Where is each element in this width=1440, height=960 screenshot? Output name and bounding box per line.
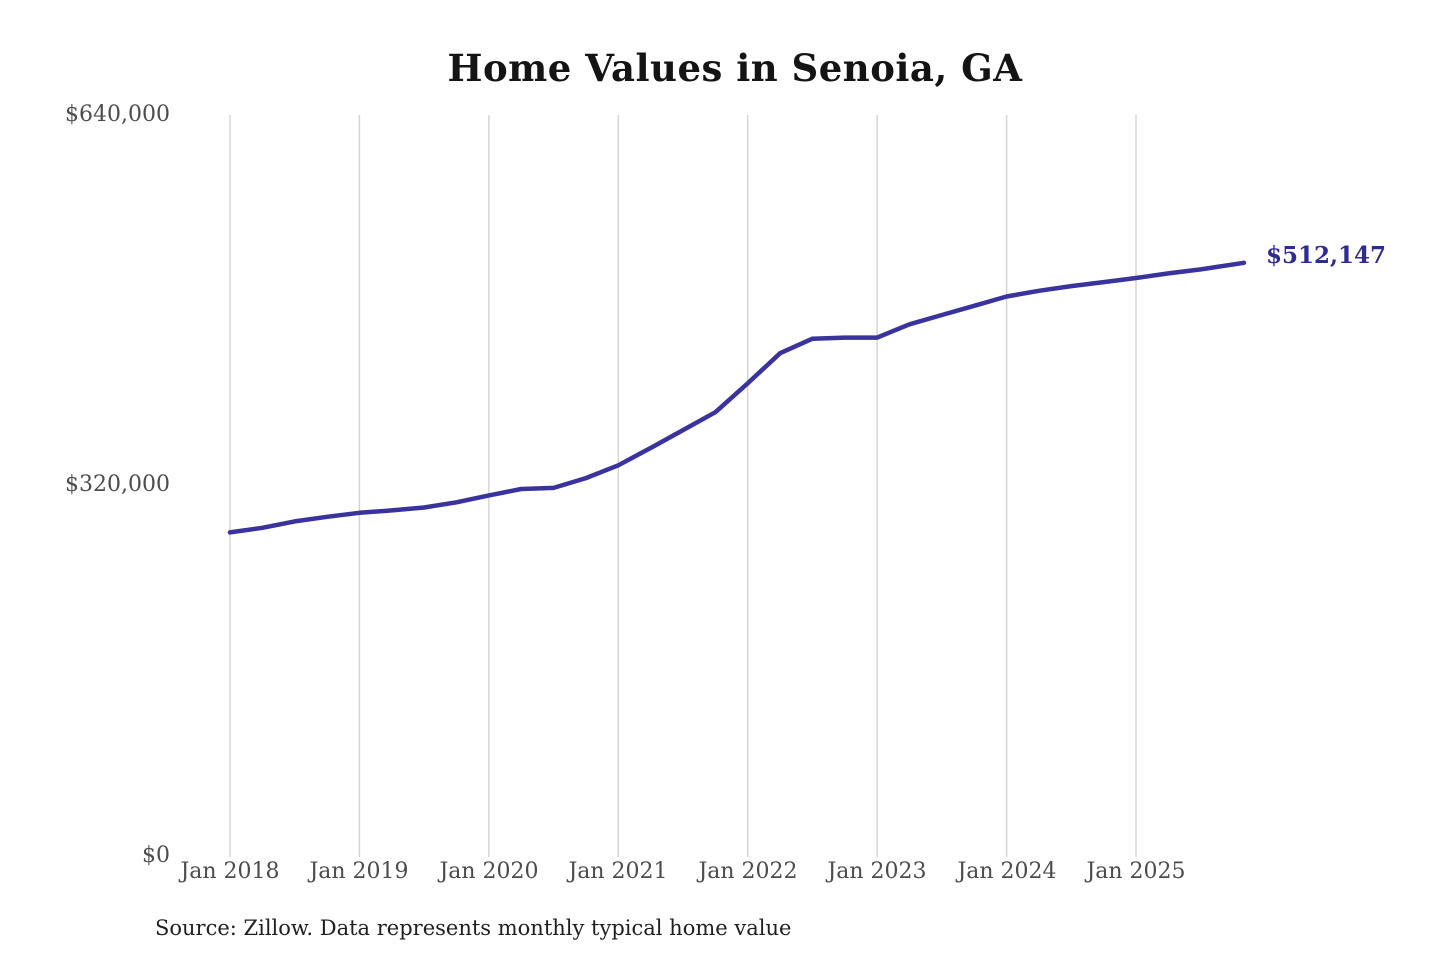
- x-axis-tick-jan-2022: Jan 2022: [698, 859, 798, 884]
- source-attribution: Source: Zillow. Data represents monthly …: [155, 916, 792, 940]
- x-axis-tick-jan-2021: Jan 2021: [568, 859, 668, 884]
- x-axis-tick-jan-2019: Jan 2019: [309, 859, 409, 884]
- x-axis-tick-jan-2023: Jan 2023: [827, 859, 927, 884]
- y-axis-tick-320000: $320,000: [65, 472, 170, 497]
- y-axis-tick-640000: $640,000: [65, 102, 170, 127]
- chart-title: Home Values in Senoia, GA: [447, 46, 1023, 90]
- x-axis-tick-jan-2024: Jan 2024: [957, 859, 1057, 884]
- x-axis-tick-jan-2025: Jan 2025: [1086, 859, 1186, 884]
- home-value-line-series: [227, 260, 1247, 535]
- latest-value-label: $512,147: [1266, 242, 1387, 269]
- x-axis-tick-jan-2020: Jan 2020: [439, 859, 539, 884]
- x-axis-tick-jan-2018: Jan 2018: [180, 859, 280, 884]
- vertical-gridlines: [229, 115, 1137, 857]
- y-axis-tick-0: $0: [142, 843, 170, 868]
